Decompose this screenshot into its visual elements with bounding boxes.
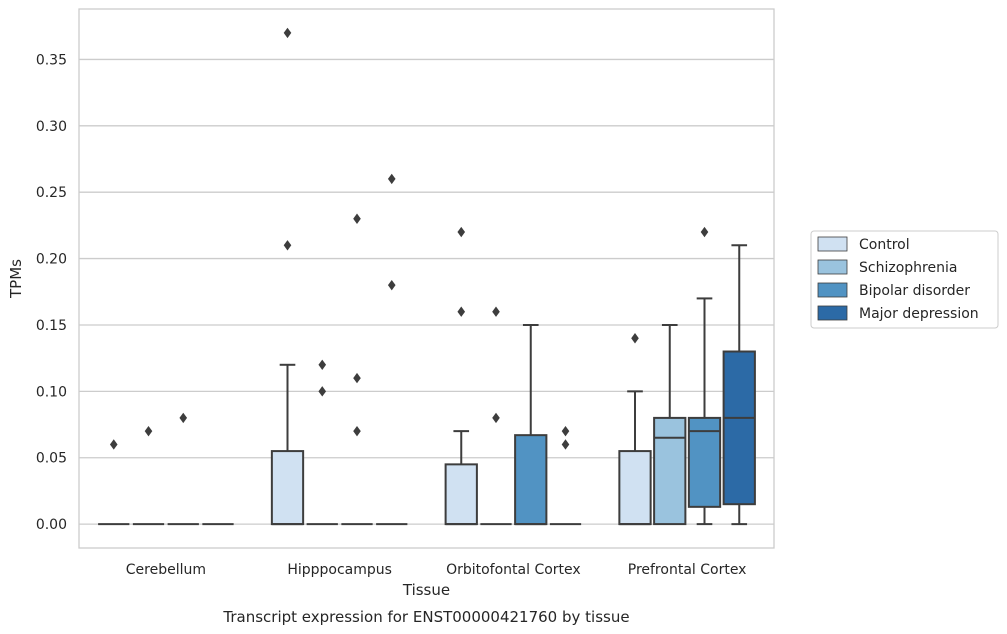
legend-label-2: Bipolar disorder xyxy=(859,283,970,299)
legend-swatch-0 xyxy=(817,236,848,252)
legend-swatch-3 xyxy=(817,305,848,321)
chart-caption: Transcript expression for ENST0000042176… xyxy=(222,608,629,626)
y-tick-label-6: 0.30 xyxy=(36,119,67,135)
box-1-2 xyxy=(341,213,373,526)
outlier-point-0 xyxy=(561,425,570,437)
legend-label-1: Schizophrenia xyxy=(859,260,957,276)
box-0-0 xyxy=(98,439,130,526)
legend-swatch-1 xyxy=(817,259,848,275)
x-axis-label: Tissue xyxy=(402,581,450,599)
y-axis-label: TPMs xyxy=(7,259,25,299)
x-axis-ticks: Cerebellum Hipppocampus Orbitofontal Corte… xyxy=(126,562,747,578)
y-tick-label-7: 0.35 xyxy=(36,52,67,68)
box-body xyxy=(687,416,722,508)
outlier-point-0 xyxy=(109,439,118,450)
outlier-point-1 xyxy=(387,279,396,291)
legend-swatch-2 xyxy=(817,282,848,298)
x-tick-label-1: Hipppocampus xyxy=(287,562,392,578)
box-2-1 xyxy=(480,306,512,526)
box-1-1 xyxy=(306,359,338,526)
x-tick-label-2: Orbitofontal Cortex xyxy=(446,562,581,578)
outlier-point-0 xyxy=(387,173,396,185)
outlier-point-2 xyxy=(353,425,361,437)
box-0-2 xyxy=(167,412,199,526)
outlier-point-1 xyxy=(283,240,292,251)
y-tick-label-2: 0.10 xyxy=(36,384,67,400)
x-tick-label-3: Prefrontal Cortex xyxy=(628,562,747,578)
box-1-0 xyxy=(270,27,305,526)
outlier-point-0 xyxy=(144,425,153,437)
y-tick-label-3: 0.15 xyxy=(36,318,67,334)
boxes xyxy=(98,27,756,526)
box-3-2 xyxy=(687,226,722,526)
outlier-point-1 xyxy=(318,386,327,397)
box-3-1 xyxy=(653,323,687,526)
outlier-point-0 xyxy=(283,27,292,39)
box-2-3 xyxy=(549,425,582,526)
outlier-point-0 xyxy=(492,306,500,317)
box-2-2 xyxy=(514,323,548,526)
outlier-point-0 xyxy=(353,213,361,224)
y-tick-label-5: 0.25 xyxy=(36,185,67,201)
box-body xyxy=(444,463,478,526)
box-3-0 xyxy=(618,333,652,526)
box-body xyxy=(270,450,305,526)
legend-label-3: Major depression xyxy=(859,306,979,322)
legend-frame xyxy=(810,230,999,329)
outlier-point-0 xyxy=(631,333,639,344)
legend-label-0: Control xyxy=(859,237,910,253)
plot-area-frame xyxy=(78,8,775,549)
legend: Control Schizophrenia Bipolar disorder Majo… xyxy=(810,230,999,329)
outlier-point-1 xyxy=(457,306,466,317)
box-0-1 xyxy=(132,425,165,526)
box-body xyxy=(653,416,687,526)
outlier-point-0 xyxy=(318,359,327,370)
outlier-point-1 xyxy=(561,439,570,450)
outlier-point-1 xyxy=(353,372,361,384)
box-3-3 xyxy=(722,244,756,526)
outlier-point-0 xyxy=(179,412,188,424)
box-body xyxy=(514,434,548,526)
y-tick-label-4: 0.20 xyxy=(36,252,67,268)
x-tick-label-0: Cerebellum xyxy=(126,562,206,578)
y-tick-label-0: 0.00 xyxy=(36,517,67,533)
grid-lines xyxy=(79,58,774,525)
outlier-point-1 xyxy=(492,412,500,424)
box-2-0 xyxy=(444,226,478,526)
box-body xyxy=(722,350,756,506)
box-body xyxy=(618,450,652,526)
box-1-3 xyxy=(376,173,408,526)
outlier-point-0 xyxy=(700,226,709,238)
y-axis-ticks: 0.00 0.05 0.10 0.15 0.20 0.25 0.30 0.35 xyxy=(36,52,67,533)
outlier-point-0 xyxy=(457,226,466,238)
y-tick-label-1: 0.05 xyxy=(36,451,67,467)
